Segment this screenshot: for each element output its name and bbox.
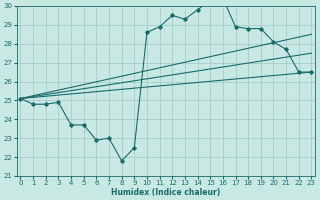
X-axis label: Humidex (Indice chaleur): Humidex (Indice chaleur) <box>111 188 220 197</box>
